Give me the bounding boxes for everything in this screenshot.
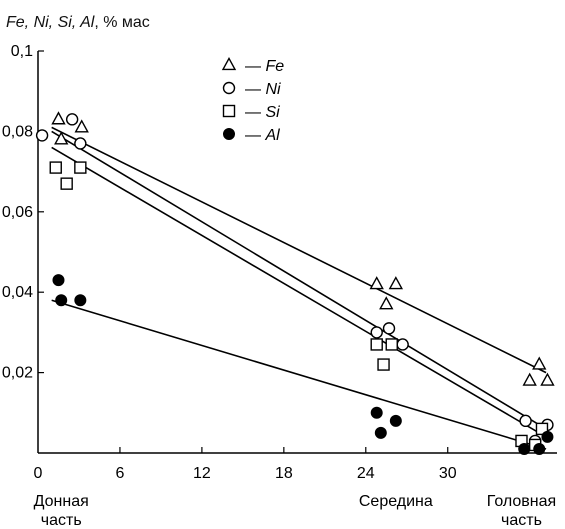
trend-line-fe [51,126,547,374]
data-point-al [541,430,554,443]
legend-marker-si [222,104,236,118]
legend-dash: — [245,104,265,121]
y-tick-label: 0,06 [2,204,33,221]
region-label-line: Донная [34,493,89,510]
legend-marker-al [223,128,235,140]
data-point-si [49,161,62,174]
y-tick-label: 0,04 [2,284,33,301]
legend-label-fe: — Fe [245,58,284,75]
legend-dash: — [245,127,265,144]
legend-dash: — [245,58,265,75]
data-point-ni [74,137,87,150]
data-point-al [374,426,387,439]
data-point-fe [540,372,555,386]
data-point-al [389,414,402,427]
x-tick-label: 0 [34,465,43,482]
region-label-line: часть [41,512,82,529]
data-point-al [52,274,65,287]
data-point-ni [396,338,409,351]
legend-marker-ni [222,81,236,95]
trend-line-ni [51,130,547,430]
region-label-line: часть [501,512,542,529]
data-point-si [370,338,383,351]
data-point-al [533,442,546,455]
trend-line-si [51,146,547,438]
trend-line-al [51,299,547,450]
legend: — Fe— Ni— Si— Al [221,56,284,144]
legend-dash: — [245,81,265,98]
region-label: Головная часть [487,493,556,529]
y-axis-label: Fe, Ni, Si, Al, % мас [6,14,150,31]
data-point-si [535,422,549,436]
data-point-fe [74,119,89,133]
data-point-fe [522,372,537,386]
data-point-ni [35,129,49,142]
y-tick-label: 0,1 [11,43,33,60]
x-tick-label: 24 [357,465,375,482]
data-point-si [385,338,398,351]
legend-series-name: Fe [265,58,284,75]
trend-lines [51,126,547,450]
legend-label-al: — Al [245,127,280,144]
region-labels: Донная часть Середина Головная часть [34,493,557,529]
x-tick-label: 18 [275,465,293,482]
region-label: Донная часть [34,493,89,529]
data-point-si [74,161,87,174]
y-tick-label: 0,02 [2,365,33,382]
legend-series-name: Ni [265,81,281,98]
legend-series-name: Al [264,127,280,144]
data-point-fe [54,131,69,145]
data-point-ni [370,326,383,339]
legend-series-name: Si [265,104,280,121]
data-point-ni [519,414,532,428]
legend-label-si: — Si [245,104,280,121]
data-point-al [74,294,87,307]
region-label: Середина [359,493,433,510]
data-point-fe [379,296,394,310]
data-point-ni [382,322,396,335]
legend-marker-fe [221,56,237,71]
y-tick-label: 0,08 [2,123,33,140]
axes [37,50,557,454]
data-point-al [370,406,383,419]
data-point-si [60,177,73,190]
x-tick-label: 12 [193,465,211,482]
data-point-fe [532,356,547,370]
region-label-line: Середина [359,493,433,510]
region-label-line: Головная [487,493,556,510]
data-point-ni [65,113,79,126]
x-tick-label: 6 [115,465,124,482]
data-point-fe [369,276,384,290]
data-points [35,111,555,455]
x-tick-label: 30 [439,465,457,482]
data-point-si [377,358,390,371]
tick-labels: 0 6 12 18 24 30 0,02 0,04 0,06 0,08 0,1 [2,43,457,482]
data-point-al [518,442,531,455]
data-point-fe [388,276,404,290]
data-point-fe [51,111,66,125]
data-point-al [55,294,68,307]
legend-label-ni: — Ni [245,81,281,98]
